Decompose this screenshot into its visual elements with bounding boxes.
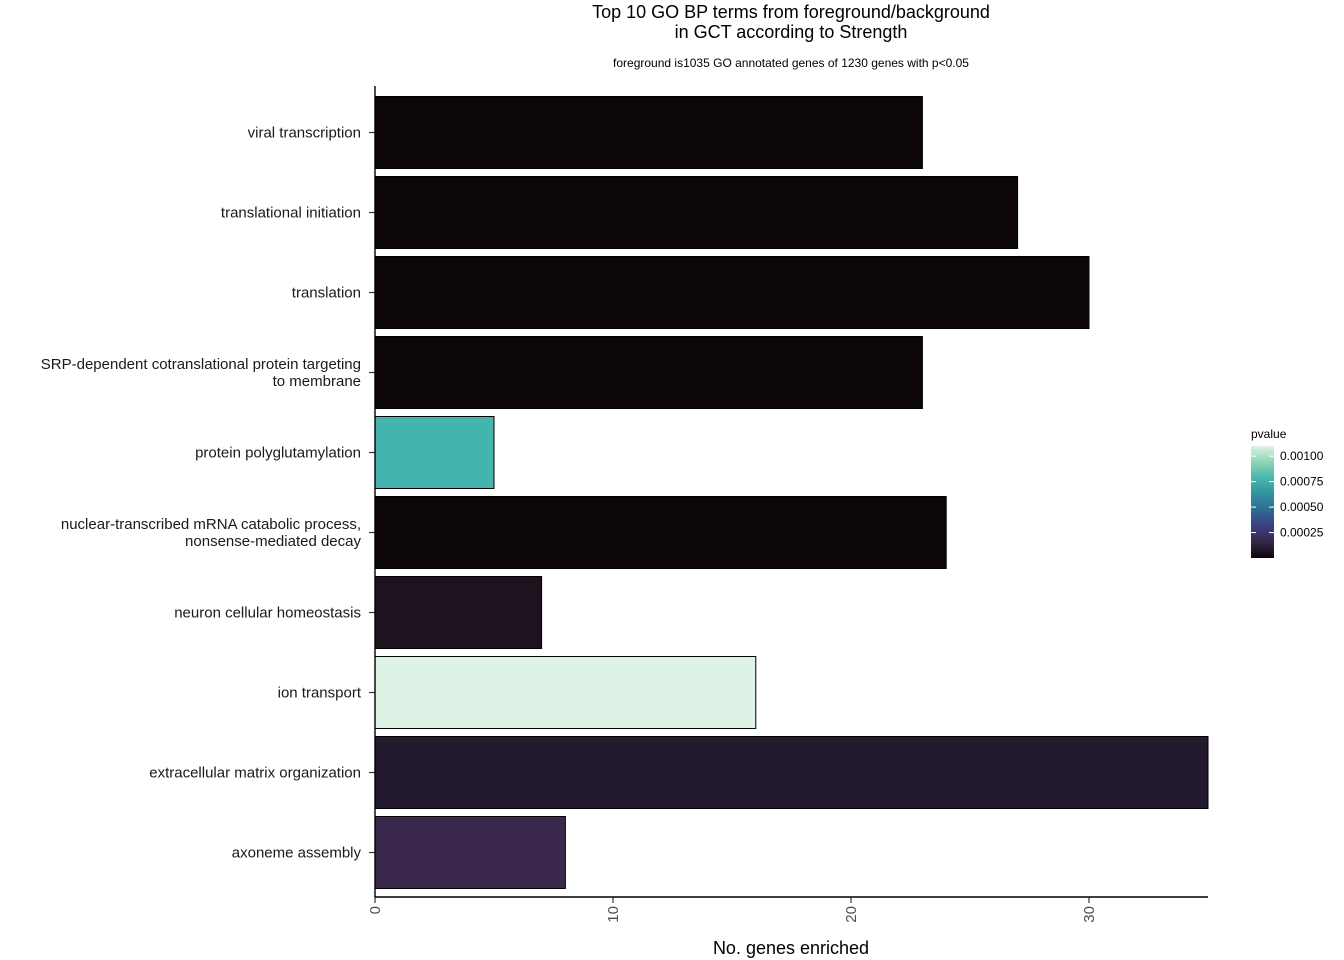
bar [374, 576, 543, 649]
bar [374, 496, 947, 569]
category-label: axoneme assembly [232, 845, 362, 862]
x-tick-label: 20 [843, 906, 860, 923]
category-label: protein polyglutamylation [195, 445, 361, 462]
bars-layer [374, 96, 1209, 889]
category-label: nuclear-transcribed mRNA catabolic proce… [61, 516, 361, 533]
category-label: ion transport [278, 685, 362, 702]
category-label: translation [292, 285, 361, 302]
legend-label: 0.00100 [1280, 449, 1324, 463]
x-tick-label: 10 [605, 906, 622, 923]
category-label: nonsense-mediated decay [185, 533, 361, 550]
category-labels: viral transcription translational initiat… [41, 125, 375, 862]
chart-title-line: in GCT according to Strength [675, 22, 908, 42]
x-tick-label: 30 [1081, 906, 1098, 923]
legend-label: 0.00075 [1280, 475, 1324, 489]
bar [374, 736, 1209, 809]
bar [374, 176, 1019, 249]
x-tick-label: 0 [367, 906, 384, 914]
legend-ticks: 0.00100 0.00075 0.00050 0.00025 [1251, 449, 1324, 540]
category-label: translational initiation [221, 205, 361, 222]
category-label: neuron cellular homeostasis [174, 605, 361, 622]
bar [374, 336, 923, 409]
bar [374, 816, 566, 889]
legend-label: 0.00025 [1280, 526, 1324, 540]
x-axis-title: No. genes enriched [713, 938, 869, 958]
category-label: SRP-dependent cotranslational protein ta… [41, 356, 361, 373]
chart-subtitle: foreground is1035 GO annotated genes of … [613, 56, 969, 70]
legend-colorbar [1251, 446, 1274, 558]
category-label: viral transcription [248, 125, 361, 142]
bar [374, 416, 495, 489]
legend-title: pvalue [1251, 427, 1287, 441]
legend-label: 0.00050 [1280, 500, 1324, 514]
bar [374, 656, 757, 729]
bar [374, 256, 1090, 329]
category-label: extracellular matrix organization [149, 765, 361, 782]
bar [374, 96, 923, 169]
color-legend: pvalue 0.00100 0.00075 0.00050 0.00025 [1251, 427, 1324, 558]
chart-title: Top 10 GO BP terms from foreground/backg… [592, 2, 990, 42]
category-label: to membrane [273, 373, 361, 390]
chart-title-line: Top 10 GO BP terms from foreground/backg… [592, 2, 990, 22]
x-axis-ticks: 0 10 20 30 [367, 897, 1098, 923]
